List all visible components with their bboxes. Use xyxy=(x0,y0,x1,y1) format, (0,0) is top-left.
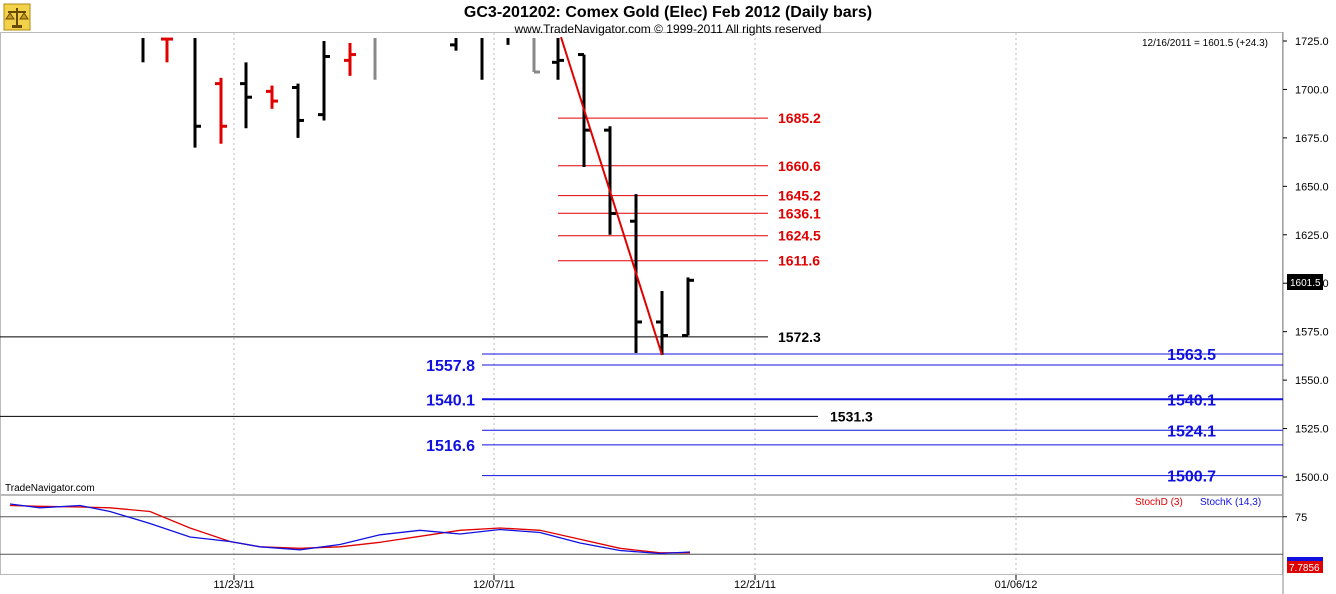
x-tick-label: 11/23/11 xyxy=(213,579,254,591)
stoch-d-legend: StochD (3) xyxy=(1135,497,1183,508)
x-tick-label: 12/07/11 xyxy=(473,579,515,591)
projection-level-label-left: 1516.6 xyxy=(426,438,475,455)
projection-level-label-right: 1524.1 xyxy=(1167,423,1216,440)
y-tick-label: 1525.0 xyxy=(1295,424,1329,436)
y-tick-label: 1675.0 xyxy=(1295,133,1329,145)
y-tick-label: 1575.0 xyxy=(1295,327,1329,339)
stoch-k-legend: StochK (14,3) xyxy=(1200,497,1261,508)
stoch-series-k xyxy=(9,503,691,555)
stoch-plot-frame xyxy=(0,495,1283,575)
y-tick-label: 1650.0 xyxy=(1295,181,1329,193)
fib-level-label: 1624.5 xyxy=(778,228,821,244)
y-tick-label: 1625.0 xyxy=(1295,230,1329,242)
y-axis: 1725.01700.01675.01650.01625.01600.01575… xyxy=(1283,36,1329,484)
stoch-last-tag-bg xyxy=(1287,561,1323,573)
x-tick-label: 12/21/11 xyxy=(734,579,776,591)
fib-level-label: 1611.6 xyxy=(778,253,820,269)
fib-level-label: 1660.6 xyxy=(778,158,821,174)
y-tick-label: 1700.0 xyxy=(1295,84,1329,96)
trendline xyxy=(560,36,663,356)
y-tick-label: 1725.0 xyxy=(1295,36,1329,48)
projection-level-label-left: 1557.8 xyxy=(426,358,475,375)
chart-subtitle: www.TradeNavigator.com © 1999-2011 All r… xyxy=(514,22,822,36)
x-axis: 11/23/11 12/07/11 12/21/11 01/06/12 xyxy=(213,575,1037,591)
fib-level-label: 1636.1 xyxy=(778,205,821,221)
last-price-tag-bg xyxy=(1287,274,1323,290)
price-bars xyxy=(141,37,694,355)
watermark: TradeNavigator.com xyxy=(5,483,95,494)
info-text: 12/16/2011 = 1601.5 (+24.3) xyxy=(1142,38,1268,49)
projection-level-label-right: 1563.5 xyxy=(1167,347,1216,364)
stochastic-panel: 75 xyxy=(0,503,1307,555)
projection-level-label-right: 1500.7 xyxy=(1167,469,1216,486)
scales-icon xyxy=(3,3,31,31)
y-tick-label: 1550.0 xyxy=(1295,375,1329,387)
stoch-y-tick-label: 75 xyxy=(1295,512,1307,524)
y-tick-label: 1500.0 xyxy=(1295,472,1329,484)
stoch-last-tag: 7.7856 xyxy=(1289,563,1320,574)
x-tick-label: 01/06/12 xyxy=(995,579,1038,591)
support-level-label: 1531.3 xyxy=(830,408,873,424)
fib-level-label: 1685.2 xyxy=(778,110,821,126)
projection-level-label-right: 1540.1 xyxy=(1167,392,1216,409)
stoch-series-d xyxy=(9,504,690,554)
trendline-segment xyxy=(560,36,663,356)
support-level-label: 1572.3 xyxy=(778,329,821,345)
projection-level-label-left: 1540.1 xyxy=(426,392,475,409)
fib-level-label: 1645.2 xyxy=(778,188,821,204)
chart-title: GC3-201202: Comex Gold (Elec) Feb 2012 (… xyxy=(464,4,872,21)
last-price-tag: 1601.5 xyxy=(1290,278,1321,289)
main-plot-frame xyxy=(0,32,1283,495)
stoch-last-tag-blue xyxy=(1287,557,1323,564)
grid-lines xyxy=(233,33,1017,575)
